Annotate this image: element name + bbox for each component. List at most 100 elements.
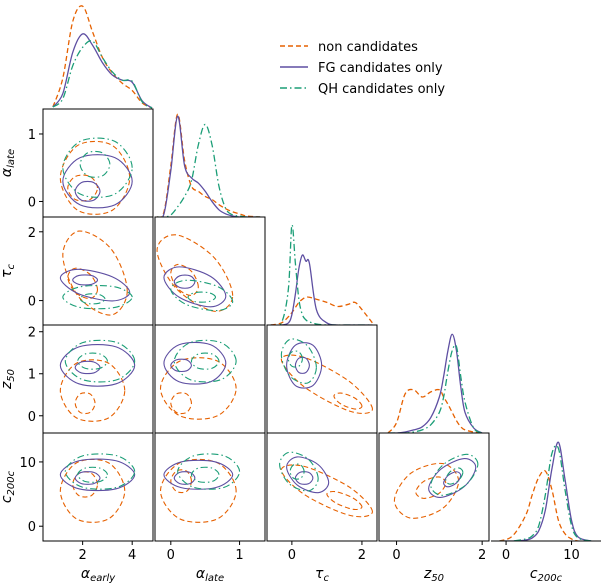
label-subscript: early — [90, 573, 116, 584]
density-line — [270, 254, 373, 325]
panel: 0 1 αlate — [154, 432, 266, 584]
contour-line — [62, 284, 133, 310]
x-tick-label: 0 — [392, 548, 400, 563]
plot-area — [59, 137, 133, 215]
y-axis-label: c200c — [0, 470, 17, 503]
contour-line — [280, 338, 317, 384]
x-tick-label: 2 — [478, 548, 486, 563]
contour-line — [170, 392, 192, 415]
label-symbol: τ — [315, 566, 324, 582]
density-line — [387, 388, 483, 433]
panel — [379, 333, 489, 434]
axis-frame — [42, 216, 154, 326]
contour-line — [280, 354, 374, 414]
y-axis-label: τc — [0, 264, 17, 278]
contour-line — [326, 490, 363, 511]
axis-frame — [42, 432, 154, 542]
contour-line — [428, 458, 477, 498]
panel: 0 2 τc — [0, 216, 154, 326]
label-symbol: α — [0, 167, 15, 177]
contour-line — [170, 279, 234, 312]
contour-line — [62, 154, 133, 209]
plot-area — [499, 441, 592, 541]
contour-line — [445, 467, 464, 485]
contour-line — [74, 360, 101, 375]
legend-label: QH candidates only — [318, 82, 445, 97]
contour-line — [59, 458, 136, 492]
contour-line — [163, 266, 227, 308]
y-tick-label: 1 — [28, 368, 36, 383]
legend: non candidates FG candidates only QH candi… — [280, 40, 445, 97]
axis-frame — [378, 432, 490, 542]
density-line — [499, 441, 592, 541]
contour-line — [62, 230, 128, 316]
label-subscript: late — [205, 573, 224, 584]
contour-line — [59, 140, 131, 215]
contour-line — [74, 471, 101, 485]
contour-line — [77, 466, 108, 483]
contour-line — [79, 150, 111, 178]
density-line — [499, 444, 592, 541]
plot-area — [156, 234, 234, 312]
contour-line — [286, 342, 323, 389]
x-axis-label: αearly — [81, 566, 116, 584]
contour-line — [294, 471, 314, 485]
contour-line — [59, 359, 126, 422]
label-subscript: 50 — [6, 369, 17, 382]
plot-area — [280, 338, 374, 414]
x-tick-label: 2 — [358, 548, 366, 563]
density-line — [499, 469, 592, 541]
contour-line — [64, 339, 136, 383]
contour-line — [79, 293, 106, 305]
contour-line — [286, 456, 330, 494]
contour-line — [163, 341, 227, 385]
panel — [155, 113, 265, 218]
plot-area — [270, 224, 373, 325]
contour-line — [279, 451, 319, 492]
plot-area — [387, 333, 483, 433]
axis-frame — [42, 324, 154, 434]
x-tick-label: 2 — [78, 548, 86, 563]
panel — [154, 324, 266, 434]
panel: 0 2 z50 — [378, 432, 490, 584]
contour-line — [163, 459, 234, 490]
label-subscript: 200c — [6, 470, 17, 495]
y-tick-label: 0 — [28, 295, 36, 310]
x-tick-label: 0 — [167, 548, 175, 563]
plot-area — [59, 339, 136, 422]
contour-line — [173, 471, 196, 485]
plot-area — [156, 113, 261, 217]
y-tick-label: 0 — [28, 195, 36, 210]
contour-line — [333, 392, 363, 410]
axis-frame — [154, 432, 266, 542]
panel — [267, 224, 377, 326]
label-subscript: 200c — [538, 573, 563, 584]
contour-line — [190, 352, 220, 370]
y-tick-label: 2 — [28, 226, 36, 241]
y-axis-label: αlate — [0, 149, 17, 177]
contour-line — [170, 263, 199, 296]
contour-line — [294, 356, 310, 374]
contour-line — [170, 358, 192, 373]
contour-line — [443, 471, 462, 488]
legend-label: non candidates — [318, 40, 418, 55]
density-line — [270, 224, 373, 325]
label-symbol: z — [423, 566, 432, 582]
contour-line — [159, 357, 237, 420]
contour-line — [393, 462, 460, 519]
axis-frame — [266, 324, 378, 434]
label-symbol: z — [0, 381, 15, 390]
x-tick-label: 10 — [563, 548, 580, 563]
contour-line — [64, 453, 136, 490]
axis-frame — [42, 108, 154, 218]
contour-line — [72, 471, 99, 498]
density-line — [270, 296, 373, 325]
panel: 0 1 αlate — [0, 108, 154, 218]
panel: 0 1 2 z50 — [0, 324, 154, 434]
plot-area — [159, 453, 241, 523]
x-axis-label: z50 — [423, 566, 444, 584]
axis-frame — [266, 432, 378, 542]
label-subscript: c — [323, 573, 329, 584]
contour-line — [59, 343, 136, 387]
